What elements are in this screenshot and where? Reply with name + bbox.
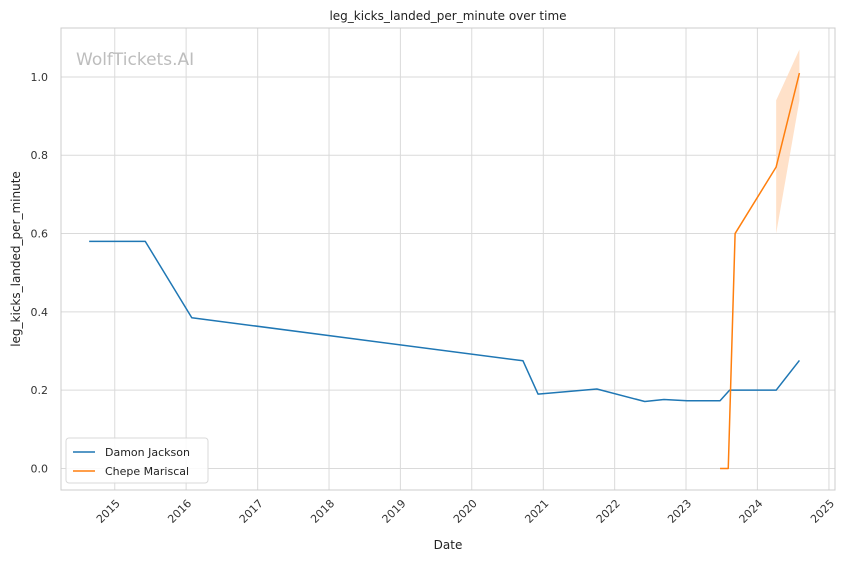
plot-frame	[60, 27, 836, 491]
legend: Damon Jackson Chepe Mariscal	[65, 437, 209, 484]
grid	[61, 28, 835, 490]
y-tick-labels: 0.0 0.2 0.4 0.6 0.8 1.0	[31, 71, 49, 476]
y-tick-label: 1.0	[31, 71, 49, 84]
legend-box	[65, 437, 209, 484]
x-axis-label: Date	[434, 538, 463, 552]
y-axis-label: leg_kicks_landed_per_minute	[9, 171, 23, 347]
y-tick-label: 0.2	[31, 384, 49, 397]
chart-title: leg_kicks_landed_per_minute over time	[329, 9, 566, 23]
y-tick-label: 0.0	[31, 462, 49, 475]
legend-label-damon-jackson: Damon Jackson	[105, 446, 190, 459]
y-tick-label: 0.4	[31, 306, 49, 319]
watermark: WolfTickets.AI	[76, 50, 194, 70]
y-tick-label: 0.8	[31, 149, 49, 162]
series-line	[89, 240, 801, 403]
y-tick-label: 0.6	[31, 228, 49, 241]
legend-label-chepe-mariscal: Chepe Mariscal	[105, 465, 189, 478]
series-line	[720, 72, 801, 470]
series-lines	[89, 72, 801, 470]
